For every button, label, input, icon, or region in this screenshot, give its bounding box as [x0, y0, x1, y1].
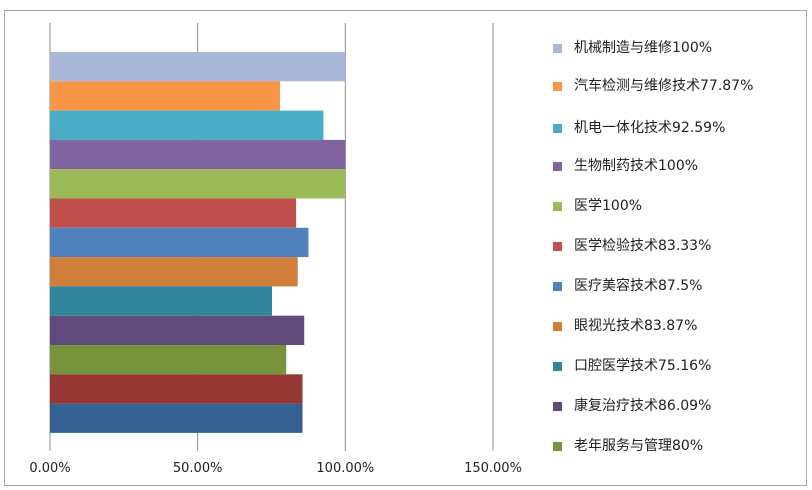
bar [50, 345, 287, 375]
bar [50, 52, 346, 82]
legend-swatch [553, 362, 562, 371]
legend-swatch [553, 44, 562, 53]
chart-frame: 0.00% 50.00% 100.00% 150.00% 机械制造与维修100% 汽车检… [4, 10, 807, 486]
legend-swatch [553, 82, 562, 91]
legend-item: 老年服务与管理80% [553, 437, 804, 455]
legend-swatch [553, 322, 562, 331]
legend-label: 口腔医学技术75.16% [574, 358, 712, 374]
legend-label: 机电一体化技术92.59% [574, 120, 726, 136]
legend-item: 康复治疗技术86.09% [553, 397, 804, 415]
legend-item: 眼视光技术83.87% [553, 317, 804, 335]
legend-swatch [553, 162, 562, 171]
legend-swatch [553, 442, 562, 451]
legend-swatch [553, 402, 562, 411]
legend-label: 医学检验技术83.33% [574, 238, 712, 254]
legend-swatch [553, 242, 562, 251]
x-tick-label: 50.00% [173, 461, 223, 476]
x-axis-ticks: 0.00% 50.00% 100.00% 150.00% [29, 461, 522, 476]
bar-chart: 0.00% 50.00% 100.00% 150.00% [29, 23, 522, 476]
bar [50, 169, 346, 199]
bar [50, 257, 298, 287]
legend-item: 生物制药技术100% [553, 157, 804, 175]
legend-swatch [553, 202, 562, 211]
legend-item: 医学100% [553, 197, 804, 215]
legend-swatch [553, 282, 562, 291]
bar [50, 198, 297, 228]
legend-label: 眼视光技术83.87% [574, 318, 698, 334]
legend-label: 老年服务与管理80% [574, 438, 704, 454]
x-tick-label: 100.00% [316, 461, 374, 476]
bar [50, 374, 303, 404]
x-tick-label: 150.00% [464, 461, 522, 476]
bar [50, 110, 324, 140]
legend-label: 汽车检测与维修技术77.87% [574, 78, 754, 94]
x-tick-label: 0.00% [29, 461, 70, 476]
bar [50, 227, 309, 258]
bar [50, 81, 280, 111]
legend-label: 康复治疗技术86.09% [574, 398, 712, 414]
legend-label: 机械制造与维修100% [574, 40, 713, 56]
bar [50, 315, 305, 345]
legend-label: 生物制药技术100% [574, 158, 699, 174]
legend-swatch [553, 124, 562, 133]
legend-item: 医学检验技术83.33% [553, 237, 804, 255]
bars [50, 52, 346, 433]
legend-item: 机械制造与维修100% [553, 39, 804, 57]
bar [50, 286, 272, 316]
legend-item: 汽车检测与维修技术77.87% [553, 77, 804, 95]
bar [50, 139, 346, 170]
legend-label: 医疗美容技术87.5% [574, 278, 703, 294]
bar [50, 403, 303, 433]
legend-label: 医学100% [574, 198, 643, 214]
legend-item: 口腔医学技术75.16% [553, 357, 804, 375]
legend-item: 机电一体化技术92.59% [553, 119, 804, 137]
legend-item: 医疗美容技术87.5% [553, 277, 804, 295]
